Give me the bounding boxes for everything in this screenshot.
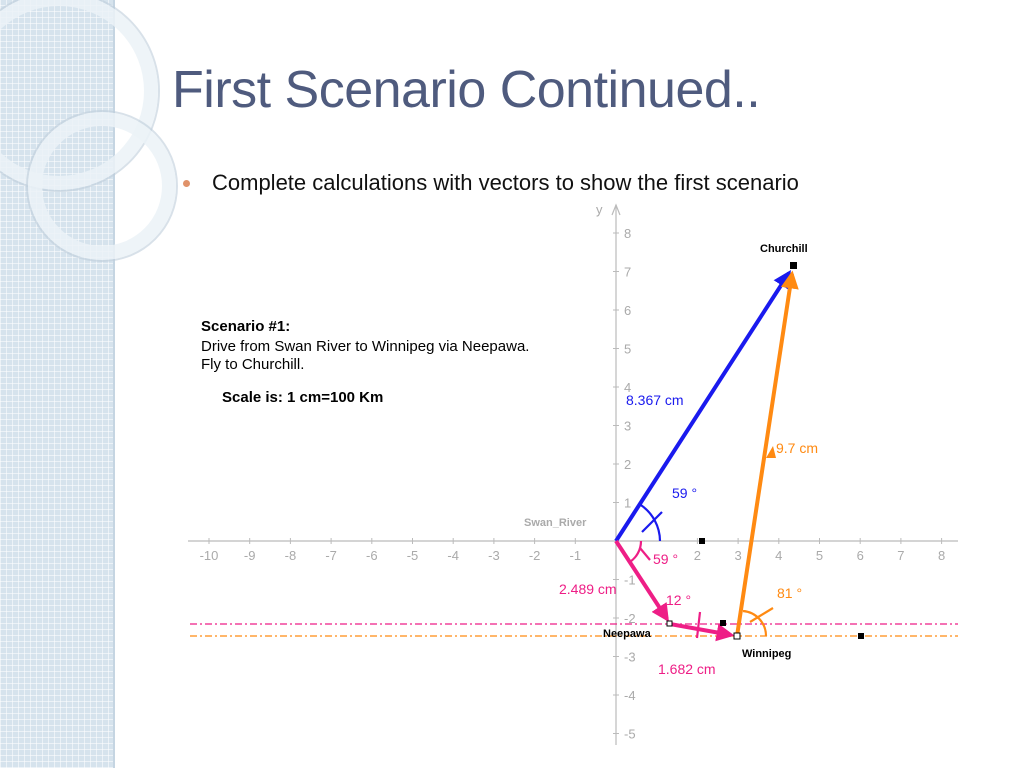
x-tick-label: -7 bbox=[325, 548, 337, 563]
x-tick-label: 5 bbox=[816, 548, 823, 563]
x-tick-label: -3 bbox=[488, 548, 500, 563]
scenario-box: Scenario #1: Drive from Swan River to Wi… bbox=[201, 318, 529, 406]
x-tick-label: 3 bbox=[734, 548, 741, 563]
x-tick-label: 6 bbox=[857, 548, 864, 563]
x-tick-label: -8 bbox=[285, 548, 297, 563]
orange-length-label: 9.7 cm bbox=[776, 440, 818, 456]
pink2-length-label: 1.682 cm bbox=[658, 661, 716, 677]
blue-angle-label: 59 ° bbox=[672, 485, 697, 501]
bullet-item: Complete calculations with vectors to sh… bbox=[183, 170, 799, 196]
y-tick-label: 3 bbox=[624, 419, 631, 434]
pink-angle-arc-1 bbox=[628, 540, 643, 564]
place-labels: Churchill Swan_River Neepawa Winnipeg bbox=[524, 243, 808, 660]
y-tick-label: -2 bbox=[624, 611, 636, 626]
scenario-line-1: Drive from Swan River to Winnipeg via Ne… bbox=[201, 338, 529, 355]
page-title: First Scenario Continued.. bbox=[172, 61, 761, 119]
scenario-heading: Scenario #1: bbox=[201, 318, 290, 335]
blue-arc-tick bbox=[641, 511, 663, 533]
measurement-labels: 8.367 cm 59 ° 9.7 cm 81 ° 2.489 cm 59 ° … bbox=[559, 392, 818, 677]
x-tick-label: -2 bbox=[529, 548, 541, 563]
y-tick-label: 2 bbox=[624, 457, 631, 472]
pink-vector-2 bbox=[669, 622, 735, 642]
x-tick-label: 8 bbox=[938, 548, 945, 563]
blue-vector bbox=[614, 269, 791, 543]
point-marker bbox=[858, 633, 864, 639]
pink-arc-tick-2 bbox=[695, 611, 702, 639]
x-tick-label: -10 bbox=[200, 548, 219, 563]
y-axis-ticks: 8 7 6 5 4 3 2 1 -1 -2 -3 -4 -5 bbox=[613, 226, 636, 742]
y-axis-arrow-icon bbox=[611, 203, 621, 216]
y-tick-label: -3 bbox=[624, 650, 636, 665]
x-tick-label: 4 bbox=[775, 548, 782, 563]
churchill-point bbox=[790, 262, 797, 269]
points bbox=[666, 262, 864, 640]
reference-lines bbox=[190, 623, 958, 637]
pink-vector-1 bbox=[614, 539, 669, 623]
vectors bbox=[614, 269, 799, 642]
swan-river-label: Swan_River bbox=[524, 517, 587, 529]
x-tick-label: 2 bbox=[694, 548, 701, 563]
x-tick-label: -6 bbox=[366, 548, 378, 563]
y-tick-label: 1 bbox=[624, 496, 631, 511]
y-tick-label: 5 bbox=[624, 342, 631, 357]
y-tick-label: 8 bbox=[624, 226, 631, 241]
winnipeg-label: Winnipeg bbox=[742, 648, 791, 660]
point-marker bbox=[699, 538, 705, 544]
y-tick-label: -4 bbox=[624, 688, 636, 703]
y-tick-label: 7 bbox=[624, 265, 631, 280]
churchill-label: Churchill bbox=[760, 243, 808, 255]
bullet-text: Complete calculations with vectors to sh… bbox=[212, 170, 799, 195]
coordinate-axes: y bbox=[188, 202, 958, 745]
angle-arcs bbox=[628, 504, 774, 639]
neepawa-label: Neepawa bbox=[603, 628, 652, 640]
scale-text: Scale is: 1 cm=100 Km bbox=[222, 389, 383, 406]
winnipeg-point bbox=[733, 632, 741, 640]
y-tick-label: -1 bbox=[624, 573, 636, 588]
x-tick-label: -4 bbox=[447, 548, 459, 563]
orange-mid-arrow-icon bbox=[766, 446, 776, 458]
orange-angle-label: 81 ° bbox=[777, 585, 802, 601]
y-axis-label: y bbox=[596, 202, 603, 217]
y-tick-label: -5 bbox=[624, 727, 636, 742]
orange-arc-tick bbox=[749, 607, 774, 623]
pink-arc-tick-1 bbox=[639, 547, 651, 561]
pink2-angle-label: 12 ° bbox=[666, 592, 691, 608]
y-tick-label: 6 bbox=[624, 303, 631, 318]
blue-length-label: 8.367 cm bbox=[626, 392, 684, 408]
orange-angle-arc bbox=[742, 609, 768, 637]
x-axis-ticks: -10 -9 -8 -7 -6 -5 -4 -3 -2 -1 2 3 4 5 6 7 8 bbox=[200, 538, 945, 563]
neepawa-point bbox=[666, 620, 673, 627]
scenario-line-2: Fly to Churchill. bbox=[201, 356, 304, 373]
x-tick-label: -9 bbox=[244, 548, 256, 563]
bullet-icon bbox=[183, 179, 190, 187]
x-tick-label: 7 bbox=[897, 548, 904, 563]
orange-vector bbox=[735, 270, 799, 637]
x-tick-label: -5 bbox=[407, 548, 419, 563]
point-marker bbox=[720, 620, 726, 626]
pink1-length-label: 2.489 cm bbox=[559, 581, 617, 597]
pink1-angle-label: 59 ° bbox=[653, 551, 678, 567]
y-tick-label: 4 bbox=[624, 380, 631, 395]
x-tick-label: -1 bbox=[570, 548, 582, 563]
